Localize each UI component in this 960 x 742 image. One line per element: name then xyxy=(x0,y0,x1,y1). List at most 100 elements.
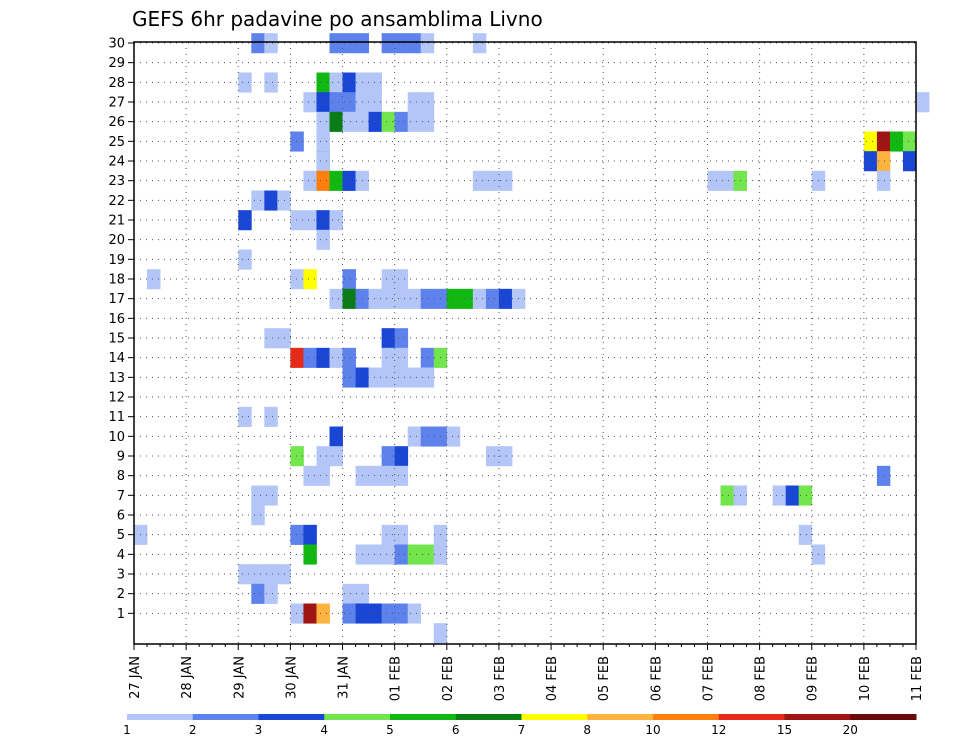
precip-cell xyxy=(420,347,435,368)
precip-cell xyxy=(264,583,278,604)
precip-cell xyxy=(264,33,278,54)
precip-cell xyxy=(303,347,317,368)
precip-cell xyxy=(459,288,474,309)
chart-title: GEFS 6hr padavine po ansamblima Livno xyxy=(132,7,543,31)
precip-cell xyxy=(342,92,356,113)
x-tick-label: 05 FEB xyxy=(597,656,612,701)
precip-cell xyxy=(238,210,252,231)
precip-cell xyxy=(407,111,422,132)
colorbar-swatch xyxy=(258,714,325,720)
x-tick-label: 30 JAN xyxy=(284,656,299,699)
y-tick-label: 11 xyxy=(108,410,125,425)
precip-cell xyxy=(381,111,396,132)
precip-cell xyxy=(381,524,396,545)
precip-cell xyxy=(264,406,278,427)
precip-cell xyxy=(420,426,435,447)
precip-cell xyxy=(290,131,304,152)
precip-cell xyxy=(368,111,383,132)
precip-cell xyxy=(720,170,734,191)
precip-cell xyxy=(316,465,330,486)
precip-cell xyxy=(420,33,435,54)
colorbar-swatch xyxy=(521,714,588,720)
precip-cell xyxy=(368,603,383,624)
precip-cell xyxy=(251,190,265,211)
y-axis: 1234567891011121314151617181920212223242… xyxy=(108,37,134,622)
x-tick-label: 10 FEB xyxy=(858,656,873,701)
y-tick-label: 5 xyxy=(117,528,125,543)
precip-cell xyxy=(485,446,500,467)
precip-cell xyxy=(472,170,487,191)
precip-cell xyxy=(329,72,343,93)
precip-cell xyxy=(394,269,409,290)
precip-cell xyxy=(420,288,435,309)
precip-cell xyxy=(251,505,265,526)
colorbar-swatch xyxy=(587,714,654,720)
precip-cell xyxy=(251,33,265,54)
precip-cell xyxy=(329,288,343,309)
colorbar-swatch xyxy=(192,714,259,720)
precip-cell xyxy=(329,446,343,467)
precip-cell xyxy=(381,603,396,624)
precip-cell xyxy=(316,210,330,231)
y-tick-label: 29 xyxy=(108,56,125,71)
colorbar-label: 4 xyxy=(320,723,328,737)
precip-cell xyxy=(407,33,422,54)
precip-cell xyxy=(316,170,330,191)
precip-cell xyxy=(407,288,422,309)
precip-cell xyxy=(446,288,461,309)
precip-cell xyxy=(264,190,278,211)
precip-cell xyxy=(876,151,891,172)
precip-cell xyxy=(342,347,356,368)
precip-cell xyxy=(238,406,252,427)
precip-cell xyxy=(368,92,383,113)
precip-cell xyxy=(316,347,330,368)
precip-cell xyxy=(420,367,435,388)
y-tick-label: 15 xyxy=(108,332,125,347)
colorbar-label: 3 xyxy=(255,723,263,737)
precip-cell xyxy=(394,544,409,565)
precip-cell xyxy=(329,92,343,113)
y-tick-label: 30 xyxy=(108,37,125,52)
colorbar-label: 1 xyxy=(123,723,131,737)
precip-cell xyxy=(498,446,513,467)
y-tick-label: 13 xyxy=(108,371,125,386)
precip-cell xyxy=(407,367,422,388)
y-tick-label: 1 xyxy=(117,607,125,622)
precip-cell xyxy=(394,347,409,368)
y-tick-label: 3 xyxy=(117,568,125,583)
colorbar-label: 12 xyxy=(711,723,726,737)
y-tick-label: 26 xyxy=(108,115,125,130)
precip-cell xyxy=(303,544,317,565)
precip-cell xyxy=(264,564,278,585)
precip-cell xyxy=(433,623,448,644)
precip-cell xyxy=(303,210,317,231)
colorbar-swatch xyxy=(718,714,785,720)
y-tick-label: 6 xyxy=(117,509,125,524)
y-tick-label: 23 xyxy=(108,174,125,189)
precip-cell xyxy=(381,367,396,388)
precip-cell xyxy=(238,72,252,93)
precip-cell xyxy=(316,603,330,624)
y-tick-label: 17 xyxy=(108,292,125,307)
x-tick-label: 02 FEB xyxy=(441,656,456,701)
colorbar-label: 20 xyxy=(843,723,858,737)
precip-cell xyxy=(485,170,500,191)
precip-cell xyxy=(394,446,409,467)
colorbar-label: 2 xyxy=(189,723,197,737)
colorbar-label: 10 xyxy=(645,723,660,737)
precip-cell xyxy=(342,170,356,191)
precip-cell xyxy=(720,485,734,506)
precip-cell xyxy=(316,111,330,132)
precip-cell xyxy=(420,92,435,113)
colorbar-swatch xyxy=(653,714,720,720)
precip-cell xyxy=(472,288,487,309)
grid-lines xyxy=(133,42,917,644)
x-tick-label: 08 FEB xyxy=(754,656,769,701)
precip-cell xyxy=(381,347,396,368)
precip-cell xyxy=(329,426,343,447)
precip-cell xyxy=(863,151,878,172)
precip-cell xyxy=(303,603,317,624)
y-tick-label: 19 xyxy=(108,253,125,268)
precip-cell xyxy=(407,92,422,113)
precip-cell xyxy=(316,151,330,172)
